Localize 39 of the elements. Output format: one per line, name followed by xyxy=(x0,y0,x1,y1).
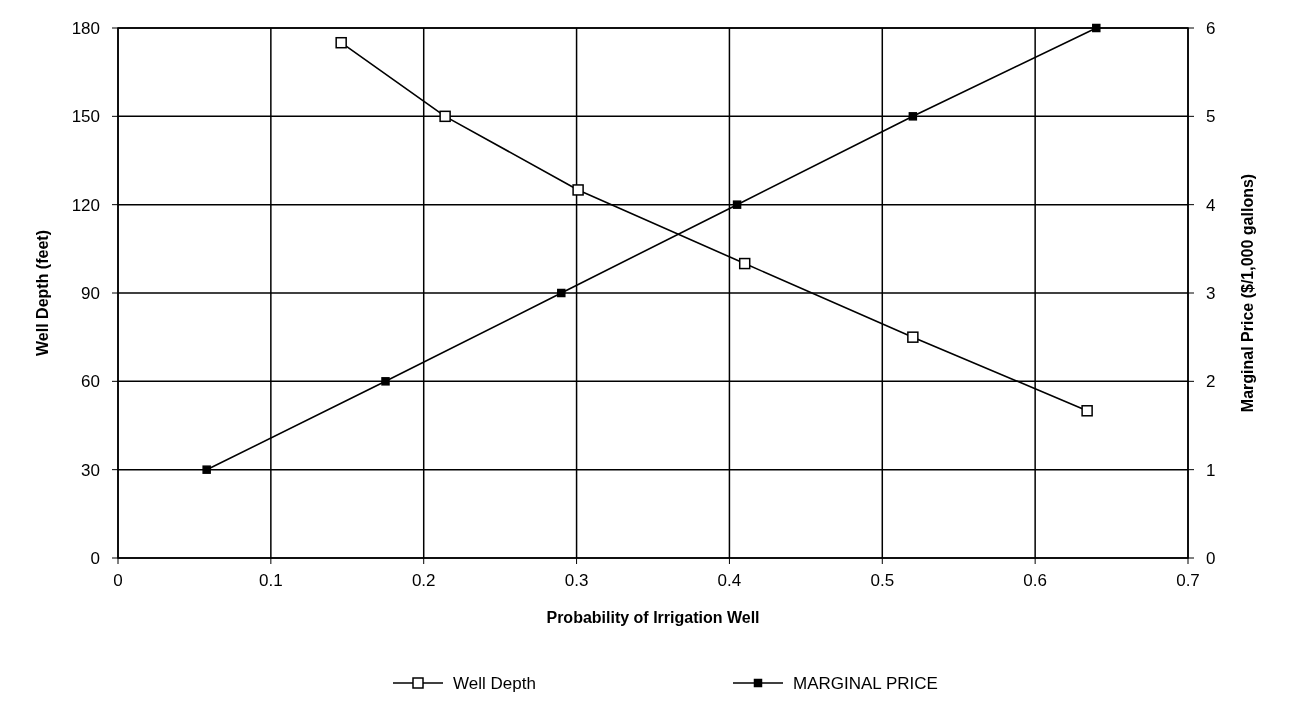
y-tick-label: 0 xyxy=(90,549,100,568)
x-tick-label: 0.6 xyxy=(1023,571,1047,590)
point xyxy=(1092,23,1101,33)
legend-label: Well Depth xyxy=(453,674,536,693)
point xyxy=(335,36,347,49)
point xyxy=(738,257,751,270)
y2-tick-label: 3 xyxy=(1206,284,1216,303)
y2-tick-label: 2 xyxy=(1206,372,1216,392)
point xyxy=(572,184,584,196)
y2-tick-label: 6 xyxy=(1206,19,1216,38)
legend-label: MARGINAL PRICE xyxy=(793,674,938,693)
y-tick-label: 120 xyxy=(71,195,100,215)
x-tick-label: 0.3 xyxy=(564,571,589,590)
x-tick-label: 0.1 xyxy=(259,571,283,590)
y2-tick-label: 1 xyxy=(1206,460,1216,480)
point xyxy=(907,331,919,343)
point xyxy=(557,288,566,298)
y-tick-label: 60 xyxy=(81,372,100,392)
x-axis-title: Probability of Irrigation Well xyxy=(546,609,760,626)
y-tick-label: 180 xyxy=(71,19,100,38)
y-tick-label: 90 xyxy=(81,284,100,303)
y2-axis-title: Marginal Price ($/1,000 gallons) xyxy=(1239,173,1256,413)
point xyxy=(1081,405,1093,417)
point xyxy=(732,200,742,209)
x-tick-label: 0.4 xyxy=(717,571,742,590)
point xyxy=(908,112,918,121)
x-tick-label: 0 xyxy=(113,571,123,590)
point xyxy=(439,110,451,123)
x-tick-label: 0.5 xyxy=(870,571,895,590)
y-tick-label: 150 xyxy=(71,107,100,127)
point xyxy=(202,465,211,474)
x-tick-label: 0.2 xyxy=(411,571,436,590)
y-tick-label: 30 xyxy=(81,460,100,480)
point xyxy=(381,377,390,386)
y2-tick-label: 4 xyxy=(1206,195,1216,215)
y2-tick-label: 0 xyxy=(1206,549,1216,568)
y-axis-title: Well Depth (feet) xyxy=(34,230,51,356)
x-tick-label: 0.7 xyxy=(1176,571,1200,590)
y2-tick-label: 5 xyxy=(1206,107,1216,127)
